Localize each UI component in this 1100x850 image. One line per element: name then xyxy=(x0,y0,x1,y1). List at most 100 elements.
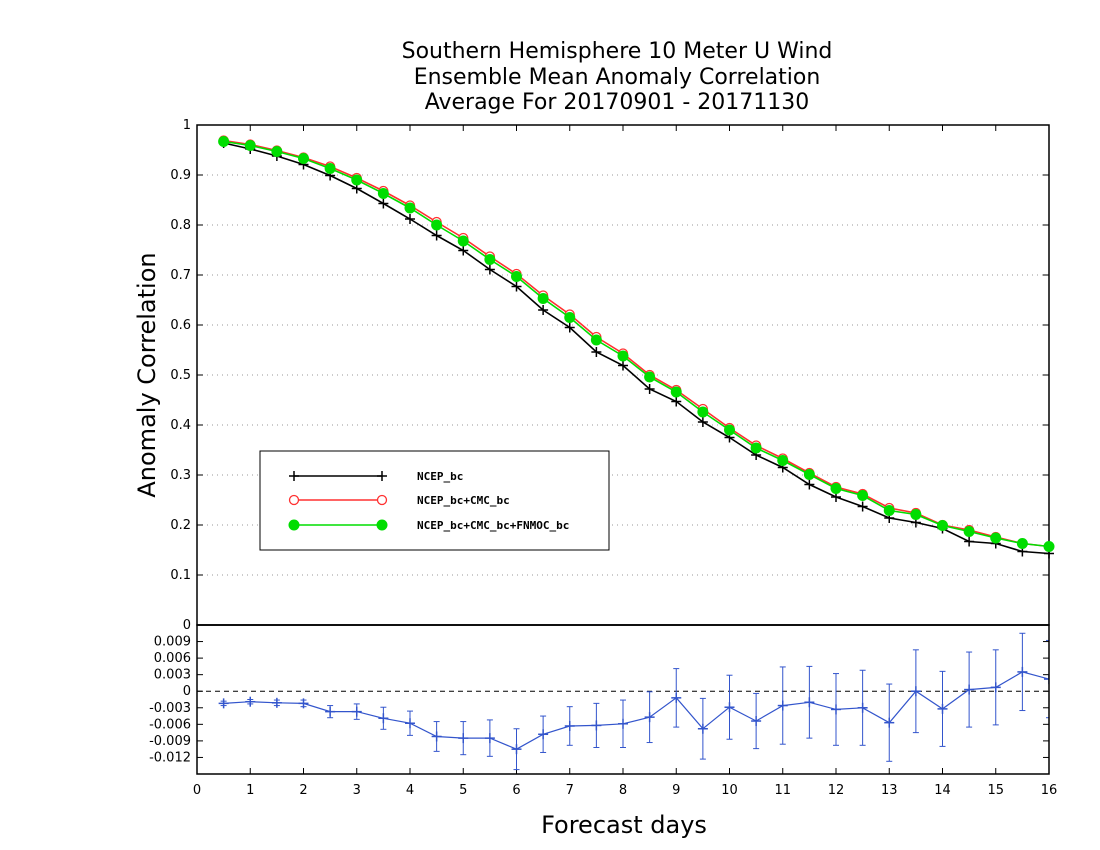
y-tick-label: 0 xyxy=(183,684,191,699)
x-tick-label: 11 xyxy=(774,783,791,798)
y-tick-label: -0.006 xyxy=(149,717,191,732)
legend-marker xyxy=(377,471,387,481)
data-point xyxy=(564,720,575,731)
data-point xyxy=(644,712,655,723)
y-tick-label: 0.009 xyxy=(154,635,191,650)
x-tick-label: 10 xyxy=(721,783,738,798)
data-point xyxy=(804,479,815,490)
data-point xyxy=(1016,538,1028,549)
data-point xyxy=(564,312,576,323)
data-point xyxy=(1043,541,1055,552)
y-tick-label: -0.003 xyxy=(149,701,191,716)
data-point xyxy=(484,733,495,744)
difference-panel: 0.0090.0060.0030-0.003-0.006-0.009-0.012… xyxy=(149,125,1057,798)
data-point xyxy=(245,696,256,707)
data-point xyxy=(618,360,628,371)
x-tick-label: 4 xyxy=(406,783,414,798)
y-tick-label: 1 xyxy=(183,118,191,133)
data-point xyxy=(751,716,762,727)
y-tick-label: 0.6 xyxy=(170,318,191,333)
series-2 xyxy=(218,136,1055,552)
data-point xyxy=(724,424,735,436)
data-point xyxy=(1044,674,1049,685)
legend-label: NCEP_bc+CMC_bc xyxy=(417,494,510,507)
anomaly-correlation-panel: 0 0.1 0.2 0.3 0.4 0.5 0.6 0.7 0.8 0.9 1 xyxy=(170,118,1055,633)
data-point xyxy=(697,406,709,418)
data-point xyxy=(591,720,602,731)
data-point xyxy=(378,198,389,209)
data-point xyxy=(910,686,921,697)
x-tick-label: 14 xyxy=(934,783,951,798)
y-tick-label: 0.2 xyxy=(170,518,191,533)
data-point xyxy=(830,483,842,494)
y-axis-label: Anomaly Correlation xyxy=(133,252,161,497)
legend-marker xyxy=(288,494,300,506)
x-tick-label: 12 xyxy=(828,783,845,798)
data-point xyxy=(777,700,788,711)
data-point xyxy=(351,174,363,186)
data-point xyxy=(803,469,815,480)
x-tick-label: 3 xyxy=(353,783,361,798)
data-point xyxy=(671,396,682,407)
legend-item: NCEP_bc+CMC_bc xyxy=(288,494,510,507)
data-point xyxy=(484,254,496,265)
error-bar xyxy=(1046,639,1049,719)
x-tick-label: 8 xyxy=(619,783,627,798)
legend-item: NCEP_bc xyxy=(289,470,463,483)
data-point xyxy=(538,305,549,315)
data-point xyxy=(271,146,283,157)
data-point xyxy=(431,731,442,742)
data-point xyxy=(670,386,682,398)
x-tick-label: 13 xyxy=(881,783,898,798)
data-point xyxy=(590,334,602,346)
data-point xyxy=(325,706,336,717)
data-point xyxy=(990,532,1002,544)
difference-series xyxy=(218,632,1049,771)
y-tick-label: -0.012 xyxy=(149,750,191,765)
legend-item: NCEP_bc+CMC_bc+FNMOC_bc xyxy=(288,519,569,532)
data-point xyxy=(1017,666,1028,677)
data-point xyxy=(884,717,895,728)
data-point xyxy=(697,417,708,427)
data-point xyxy=(964,536,975,547)
data-point xyxy=(378,713,389,724)
data-point xyxy=(857,501,868,512)
data-point xyxy=(458,245,469,256)
data-point xyxy=(671,692,682,703)
data-point xyxy=(298,153,309,164)
y-tick-label: 0.9 xyxy=(170,168,191,183)
legend: NCEP_bc NCEP_bc+CMC_bc NCEP_bc+CMC_bc+FNMO… xyxy=(259,450,610,551)
chart-title-line: Average For 20170901 - 20171130 xyxy=(425,90,810,115)
y-tick-label: 0.5 xyxy=(170,368,191,383)
data-point xyxy=(963,526,975,537)
legend-marker xyxy=(288,519,300,531)
chart-title-line: Ensemble Mean Anomaly Correlation xyxy=(414,65,821,90)
chart-title: Southern Hemisphere 10 Meter U WindEnsem… xyxy=(402,39,833,115)
data-point xyxy=(857,702,868,713)
data-point xyxy=(457,235,469,247)
data-point xyxy=(271,697,282,708)
data-point xyxy=(804,697,815,708)
data-point xyxy=(511,271,522,282)
data-point xyxy=(431,230,442,241)
x-tick-label: 6 xyxy=(512,783,520,798)
data-point xyxy=(883,505,895,516)
data-point xyxy=(511,281,522,292)
series-line xyxy=(223,671,1049,750)
data-point xyxy=(431,219,443,231)
data-point xyxy=(351,706,362,717)
data-point xyxy=(484,264,495,275)
y-tick-label: 0.4 xyxy=(170,418,191,433)
x-tick-label: 9 xyxy=(672,783,680,798)
data-point xyxy=(564,322,575,333)
data-point xyxy=(218,698,229,709)
data-point xyxy=(857,490,869,501)
data-point xyxy=(644,384,655,394)
data-point xyxy=(910,509,922,520)
data-point xyxy=(377,188,389,199)
data-point xyxy=(218,136,230,147)
data-point xyxy=(750,442,762,454)
x-tick-label: 0 xyxy=(193,783,201,798)
y-tick-label: 0.7 xyxy=(170,268,191,283)
y-tick-label: 0.8 xyxy=(170,218,191,233)
